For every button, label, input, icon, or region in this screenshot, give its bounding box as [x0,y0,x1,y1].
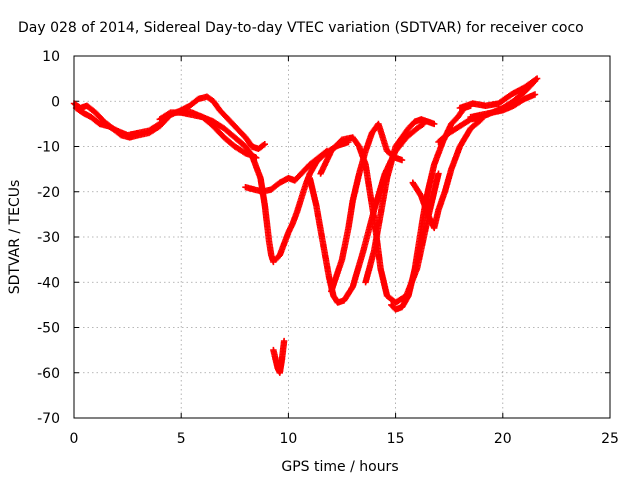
series-arc16 [456,75,541,112]
data-point [531,91,539,98]
data-point [398,156,406,164]
series-arc2 [72,104,163,139]
data-point [261,141,268,148]
y-axis-label: SDTVAR / TECUs [7,180,23,295]
series-arc3 [156,109,277,266]
x-tick-label: 10 [279,431,297,447]
y-tick-label: -10 [37,140,60,156]
grid [74,56,610,418]
data-point [435,170,442,177]
plot-frame [73,55,611,419]
y-tick-label: 0 [51,94,60,110]
x-tick-label: 15 [387,431,405,447]
y-tick-label: -20 [37,185,60,201]
x-axis-label: GPS time / hours [281,459,398,475]
x-tick-label: 0 [70,431,79,447]
y-tick-label: -70 [37,411,60,427]
chart-title: Day 028 of 2014, Sidereal Day-to-day VTE… [18,20,584,36]
data-point [260,141,267,149]
series-arc10 [328,120,406,295]
x-tick-label: 25 [601,431,619,447]
y-tick-label: 10 [42,49,60,65]
series-arc4 [178,93,268,152]
series-arc1 [70,100,260,161]
y-tick-label: -40 [37,275,60,291]
data-point [431,120,438,128]
x-tick-label: 20 [494,431,512,447]
axis-ticks: 0 5 10 15 20 25 10 0 -10 -20 -30 -40 -50 -60 -70 [37,49,619,447]
data-point [532,76,539,83]
series-arc6 [272,138,352,263]
x-tick-label: 5 [177,431,186,447]
data-points [70,75,541,376]
series-arc14 [435,91,539,146]
y-tick-label: -30 [37,230,60,246]
series-arc11 [362,116,438,286]
series-arc7 [270,337,288,376]
y-tick-label: -50 [37,321,60,337]
y-tick-label: -60 [37,366,60,382]
data-point [533,75,541,82]
data-point [280,337,288,345]
